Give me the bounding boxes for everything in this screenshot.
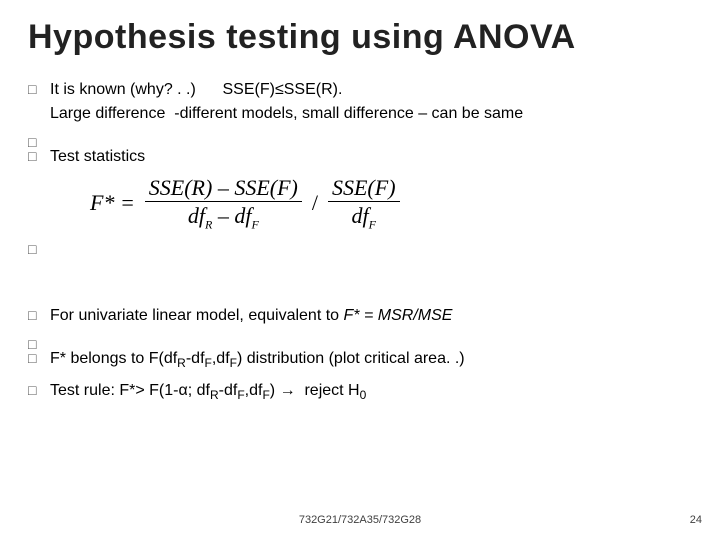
formula-frac-1: SSE(R) – SSE(F) dfR – dfF	[145, 176, 302, 231]
slide-title: Hypothesis testing using ANOVA	[28, 18, 692, 57]
frac2-den: dfF	[348, 204, 380, 231]
b4-subF1: F	[205, 357, 212, 371]
frac2-den-subF: F	[369, 217, 376, 231]
bullet-3-italic: F* = MSR/MSE	[344, 307, 453, 324]
bullet-2-text: Test statistics	[50, 148, 145, 165]
frac1-den: dfR – dfF	[184, 204, 263, 231]
frac1-num: SSE(R) – SSE(F)	[145, 176, 302, 199]
bullet-2: Test statistics F* = SSE(R) – SSE(F) dfR…	[28, 146, 692, 231]
b4-a: F* belongs to F(df	[50, 350, 177, 367]
formula-frac-2: SSE(F) dfF	[328, 176, 400, 231]
b5-d: ) → reject H	[270, 382, 360, 399]
footer-course-code: 732G21/732A35/732G28	[0, 514, 720, 526]
frac1-bar	[145, 201, 302, 202]
frac1-den-subF: F	[251, 217, 258, 231]
frac1-den-b: – df	[212, 203, 251, 228]
b4-d: ) distribution (plot critical area. .)	[237, 350, 465, 367]
frac2-bar	[328, 201, 400, 202]
b4-b: -df	[186, 350, 205, 367]
slide: Hypothesis testing using ANOVA It is kno…	[0, 0, 720, 540]
b4-subR: R	[177, 357, 186, 371]
bullet-4: F* belongs to F(dfR-dfF,dfF) distributio…	[28, 348, 692, 371]
b5-subR: R	[210, 388, 219, 402]
footer-page-number: 24	[690, 514, 702, 526]
bullet-5: Test rule: F*> F(1-α; dfR-dfF,dfF) → rej…	[28, 380, 692, 403]
b4-c: ,df	[212, 350, 230, 367]
bullet-3-prefix: For univariate linear model, equivalent …	[50, 307, 344, 324]
bullet-1-continuation: Large difference -different models, smal…	[50, 103, 692, 125]
frac2-num: SSE(F)	[328, 176, 400, 199]
bullet-1-lead: It is known (why? . .) SSE(F)≤SSE(R).	[50, 81, 342, 98]
spacer	[28, 132, 692, 138]
frac2-den-a: df	[352, 203, 369, 228]
f-star-formula: F* = SSE(R) – SSE(F) dfR – dfF / SSE(F)	[90, 176, 404, 231]
b5-subF2: F	[262, 388, 269, 402]
formula-divide-op: /	[312, 188, 318, 218]
b5-a: Test rule: F*> F(1-α; df	[50, 382, 210, 399]
frac1-den-a: df	[188, 203, 205, 228]
formula-lhs: F* =	[90, 188, 135, 218]
b4-subF2: F	[230, 357, 237, 371]
b5-c: ,df	[245, 382, 263, 399]
b5-b: -df	[219, 382, 238, 399]
formula-block: F* = SSE(R) – SSE(F) dfR – dfF / SSE(F)	[90, 176, 692, 231]
b5-sub0: 0	[360, 388, 367, 402]
bullet-list: It is known (why? . .) SSE(F)≤SSE(R). La…	[28, 79, 692, 403]
spacer	[28, 334, 692, 340]
b5-subF1: F	[237, 388, 244, 402]
bullet-3: For univariate linear model, equivalent …	[28, 305, 692, 327]
spacer	[28, 239, 692, 297]
bullet-1: It is known (why? . .) SSE(F)≤SSE(R). La…	[28, 79, 692, 124]
